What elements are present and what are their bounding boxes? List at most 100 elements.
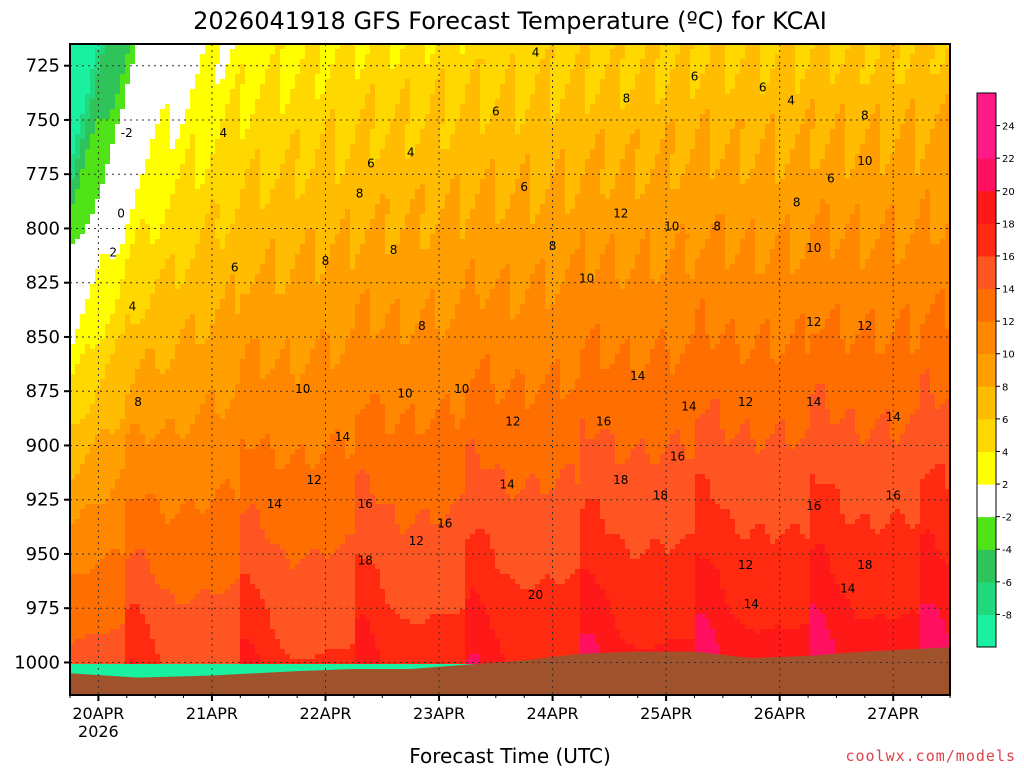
field-cell bbox=[190, 169, 196, 175]
field-cell bbox=[180, 599, 186, 605]
field-cell bbox=[105, 134, 111, 140]
field-cell bbox=[240, 329, 246, 335]
field-cell bbox=[115, 579, 121, 585]
field-cell bbox=[225, 444, 231, 450]
field-cell bbox=[85, 164, 91, 170]
field-cell bbox=[95, 454, 101, 460]
field-cell bbox=[225, 449, 231, 455]
field-cell bbox=[95, 434, 101, 440]
field-cell bbox=[180, 464, 186, 470]
field-cell bbox=[195, 109, 201, 115]
field-cell bbox=[90, 209, 96, 215]
field-cell bbox=[90, 524, 96, 530]
field-cell bbox=[150, 649, 156, 655]
field-cell bbox=[85, 359, 91, 365]
field-cell bbox=[90, 354, 96, 360]
field-cell bbox=[145, 289, 151, 295]
field-cell bbox=[165, 374, 171, 380]
field-cell bbox=[110, 484, 116, 490]
field-cell bbox=[205, 484, 211, 490]
field-cell bbox=[180, 94, 186, 100]
field-cell bbox=[125, 99, 131, 105]
field-cell bbox=[165, 439, 171, 445]
field-cell bbox=[130, 374, 136, 380]
field-cell bbox=[75, 454, 81, 460]
field-cell bbox=[170, 49, 176, 55]
field-cell bbox=[110, 174, 116, 180]
field-cell bbox=[140, 539, 146, 545]
field-cell bbox=[230, 454, 236, 460]
field-cell bbox=[225, 589, 231, 595]
field-cell bbox=[150, 624, 156, 630]
field-cell bbox=[125, 434, 131, 440]
field-cell bbox=[190, 519, 196, 525]
field-cell bbox=[250, 639, 256, 645]
field-cell bbox=[95, 134, 101, 140]
field-cell bbox=[105, 614, 111, 620]
field-cell bbox=[225, 529, 231, 535]
field-cell bbox=[90, 654, 96, 660]
field-cell bbox=[240, 339, 246, 345]
field-cell bbox=[205, 539, 211, 545]
field-cell bbox=[105, 169, 111, 175]
field-cell bbox=[145, 479, 151, 485]
field-cell bbox=[80, 109, 86, 115]
field-cell bbox=[165, 639, 171, 645]
field-cell bbox=[120, 474, 126, 480]
field-cell bbox=[165, 399, 171, 405]
field-cell bbox=[115, 229, 121, 235]
field-cell bbox=[260, 129, 266, 135]
field-cell bbox=[125, 584, 131, 590]
temperature-field bbox=[70, 44, 951, 700]
field-cell bbox=[125, 179, 131, 185]
field-cell bbox=[200, 344, 206, 350]
field-cell bbox=[195, 454, 201, 460]
field-cell bbox=[155, 469, 161, 475]
field-cell bbox=[115, 654, 121, 660]
field-cell bbox=[95, 429, 101, 435]
field-cell bbox=[150, 479, 156, 485]
field-cell bbox=[240, 354, 246, 360]
field-cell bbox=[210, 169, 216, 175]
field-cell bbox=[115, 449, 121, 455]
field-cell bbox=[120, 169, 126, 175]
field-cell bbox=[210, 459, 216, 465]
field-cell bbox=[175, 234, 181, 240]
field-cell bbox=[170, 324, 176, 330]
field-cell bbox=[85, 659, 91, 665]
field-cell bbox=[205, 629, 211, 635]
field-cell bbox=[190, 514, 196, 520]
field-cell bbox=[145, 439, 151, 445]
field-cell bbox=[140, 189, 146, 195]
field-cell bbox=[195, 414, 201, 420]
field-cell bbox=[145, 474, 151, 480]
field-cell bbox=[130, 59, 136, 65]
field-cell bbox=[200, 144, 206, 150]
field-cell bbox=[100, 134, 106, 140]
field-cell bbox=[165, 539, 171, 545]
field-cell bbox=[255, 364, 261, 370]
field-cell bbox=[130, 464, 136, 470]
field-cell bbox=[220, 159, 226, 165]
field-cell bbox=[130, 589, 136, 595]
field-cell bbox=[110, 569, 116, 575]
field-cell bbox=[240, 129, 246, 135]
field-cell bbox=[195, 179, 201, 185]
field-cell bbox=[200, 389, 206, 395]
field-cell bbox=[160, 229, 166, 235]
field-cell bbox=[85, 229, 91, 235]
field-cell bbox=[135, 114, 141, 120]
field-cell bbox=[75, 304, 81, 310]
field-cell bbox=[110, 114, 116, 120]
field-cell bbox=[205, 414, 211, 420]
field-cell bbox=[120, 149, 126, 155]
field-cell bbox=[125, 569, 131, 575]
field-cell bbox=[80, 429, 86, 435]
field-cell bbox=[90, 639, 96, 645]
field-cell bbox=[210, 369, 216, 375]
field-cell bbox=[150, 144, 156, 150]
field-cell bbox=[150, 299, 156, 305]
field-cell bbox=[115, 179, 121, 185]
field-cell bbox=[105, 449, 111, 455]
field-cell bbox=[210, 609, 216, 615]
